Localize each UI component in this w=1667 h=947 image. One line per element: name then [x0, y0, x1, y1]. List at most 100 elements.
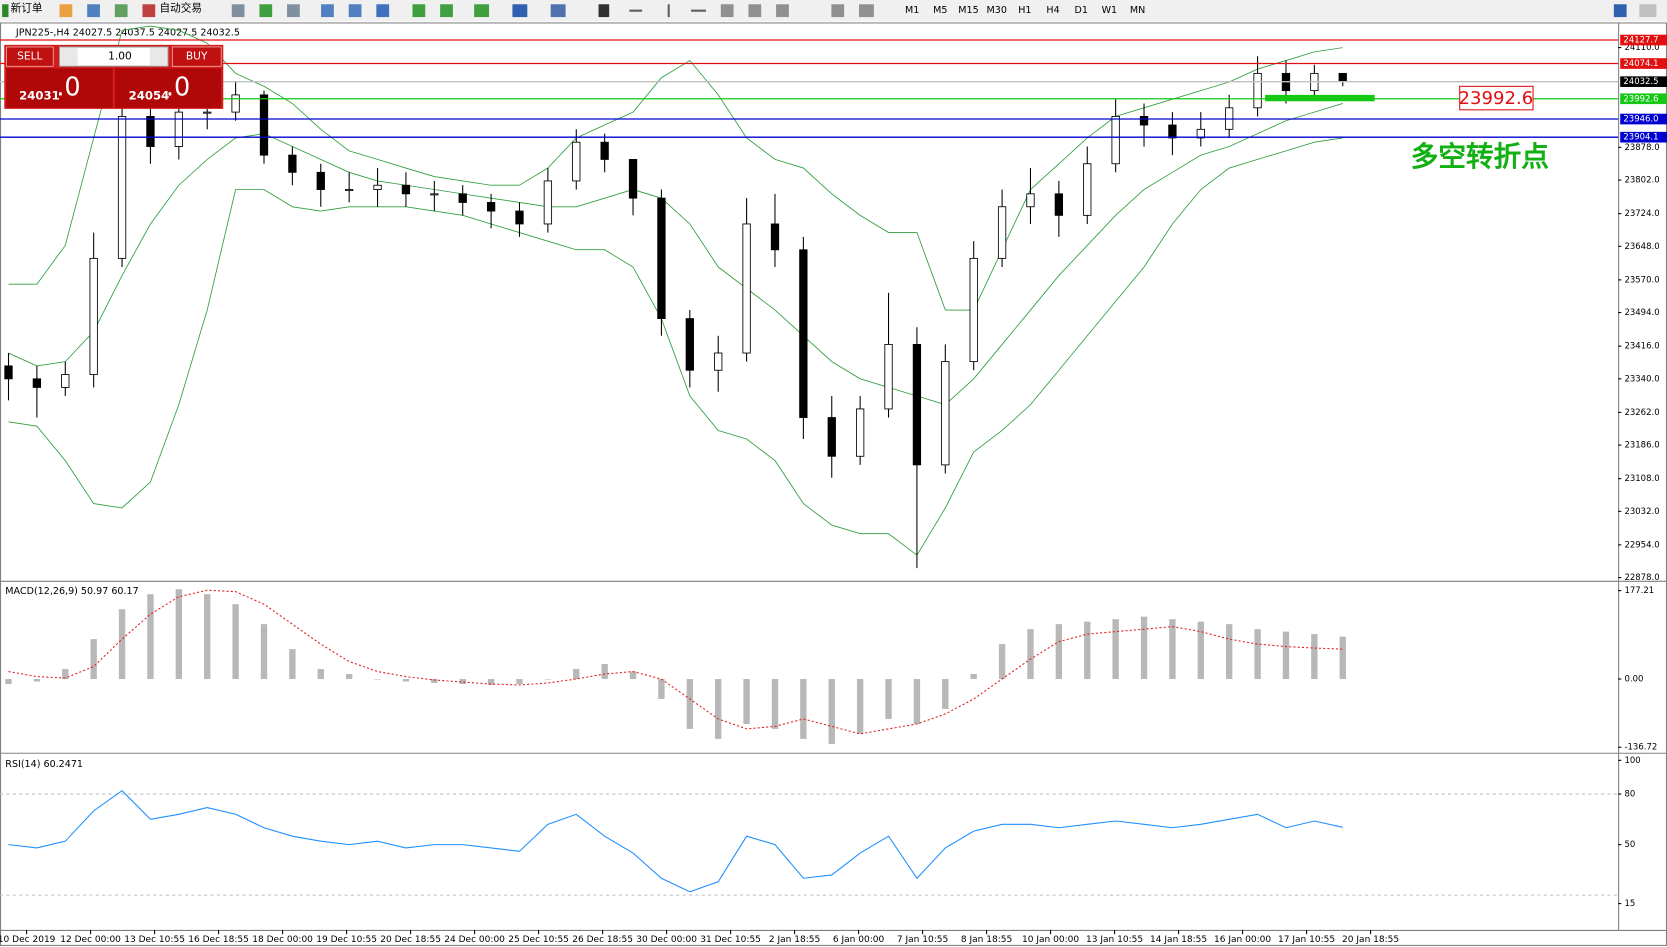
timeframe-button[interactable]: MN [1130, 5, 1145, 16]
band-lower [8, 137, 1343, 556]
candle-body [856, 408, 865, 457]
lot-down[interactable] [60, 48, 78, 66]
candle-body [714, 352, 723, 371]
price-label: 24032.5 [1623, 77, 1658, 87]
candle-body [742, 223, 751, 354]
x-tick-label: 10 Jan 00:00 [1022, 935, 1079, 945]
sell-price-box[interactable] [6, 68, 113, 108]
buy-button[interactable] [171, 46, 222, 67]
candle-body [1139, 115, 1149, 126]
buy-price-box[interactable] [114, 68, 222, 108]
macd-bar [771, 679, 779, 729]
y-tick-label: 0.00 [1624, 675, 1643, 685]
timeframe-button[interactable]: D1 [1074, 5, 1087, 16]
candle-body [146, 115, 155, 147]
y-tick-label: 23494.0 [1624, 308, 1659, 318]
candle-body [600, 141, 609, 160]
candle-body [628, 159, 638, 199]
price-label: 24127.7 [1623, 36, 1658, 46]
macd-bar [1140, 616, 1148, 680]
icon [59, 4, 73, 18]
candle-body [401, 184, 411, 195]
macd-bar [232, 604, 239, 680]
timeframe-button[interactable]: W1 [1102, 5, 1118, 16]
candle-body [1083, 163, 1092, 216]
candle-body [430, 193, 439, 196]
y-tick-label: 177.21 [1624, 586, 1654, 596]
timeframe-button[interactable]: H4 [1046, 5, 1059, 16]
candle-body [32, 378, 42, 388]
macd-bar [260, 624, 268, 680]
timeframe-button[interactable]: M15 [958, 5, 978, 16]
timeframe-button[interactable]: H1 [1018, 5, 1031, 16]
buy-price-frac: .0 [166, 73, 190, 103]
candle-body [203, 111, 212, 114]
x-tick-label: 8 Jan 18:55 [961, 935, 1012, 945]
candle-body [288, 154, 297, 173]
x-tick-label: 30 Dec 00:00 [636, 935, 697, 945]
buy-label: BUY [186, 50, 208, 63]
y-tick-label: 23648.0 [1624, 242, 1659, 252]
candle-body [1054, 193, 1064, 216]
price-label-bg [1620, 113, 1667, 125]
candle-body [1253, 72, 1262, 109]
lot-up[interactable] [149, 48, 167, 66]
y-tick-label: 23570.0 [1624, 275, 1659, 285]
candle-body [345, 189, 354, 192]
annotation: 多空转折点 [1411, 140, 1549, 173]
macd-bar [516, 679, 523, 685]
icon [142, 4, 156, 18]
macd-bar [402, 679, 410, 682]
macd-bar [345, 674, 353, 680]
pane-title: MACD(12,26,9) 50.97 60.17 [5, 586, 138, 597]
candle-body [572, 141, 581, 182]
macd-bar [175, 589, 183, 680]
band-upper [8, 25, 1343, 311]
lot-input[interactable] [59, 46, 169, 67]
x-tick-label: 6 Jan 00:00 [833, 935, 885, 945]
timeframe-button[interactable]: M1 [905, 5, 919, 16]
candle-body [1338, 72, 1347, 82]
candle-body [997, 206, 1007, 259]
candle-body [373, 184, 382, 190]
timeframe-button[interactable]: M30 [986, 5, 1006, 16]
candle-body [316, 171, 325, 190]
y-tick-label: -136.72 [1624, 743, 1657, 753]
x-tick-label: 12 Dec 00:00 [60, 935, 121, 945]
candle-body [458, 193, 467, 203]
y-tick-label: 100 [1624, 756, 1640, 766]
lot-value: 1.00 [108, 50, 132, 63]
x-tick-label: 2 Jan 18:55 [769, 935, 820, 945]
toolbar-icons [231, 4, 1657, 18]
macd-bar [913, 679, 921, 724]
timeframes: M1 M5 M15 M30 H1 H4 D1 W1 MN [905, 5, 1145, 16]
candle-body [515, 210, 524, 225]
macd-bar [686, 679, 694, 729]
macd-bar [1311, 634, 1318, 680]
toolbar-button[interactable]: 新订单 [11, 2, 43, 15]
macd-bar [374, 679, 381, 680]
price-label-bg [1620, 34, 1667, 46]
x-tick-label: 16 Jan 00:00 [1214, 935, 1271, 945]
y-tick-label: 50 [1624, 840, 1635, 850]
macd-bar [885, 679, 892, 719]
y-tick-label: 23186.0 [1624, 441, 1659, 451]
x-tick-label: 25 Dec 10:55 [508, 935, 569, 945]
sell-button[interactable] [6, 46, 54, 67]
macd-bar [1197, 621, 1204, 680]
timeframe-button[interactable]: M5 [933, 5, 947, 16]
macd-bar [33, 679, 41, 682]
y-tick-label: 23416.0 [1624, 342, 1659, 352]
macd-bar [743, 679, 750, 724]
candle-body [89, 257, 98, 375]
macd-bar [998, 644, 1006, 680]
frame [0, 22, 1667, 946]
toolbar-button[interactable]: 自动交易 [159, 2, 201, 15]
macd-bar [1226, 624, 1233, 680]
price-label: 23992.6 [1623, 94, 1658, 104]
y-tick-label: 23724.0 [1624, 209, 1659, 219]
sell-price-frac: .0 [56, 73, 80, 103]
y-tick-label: 23262.0 [1624, 408, 1659, 418]
candle-body [174, 111, 183, 147]
